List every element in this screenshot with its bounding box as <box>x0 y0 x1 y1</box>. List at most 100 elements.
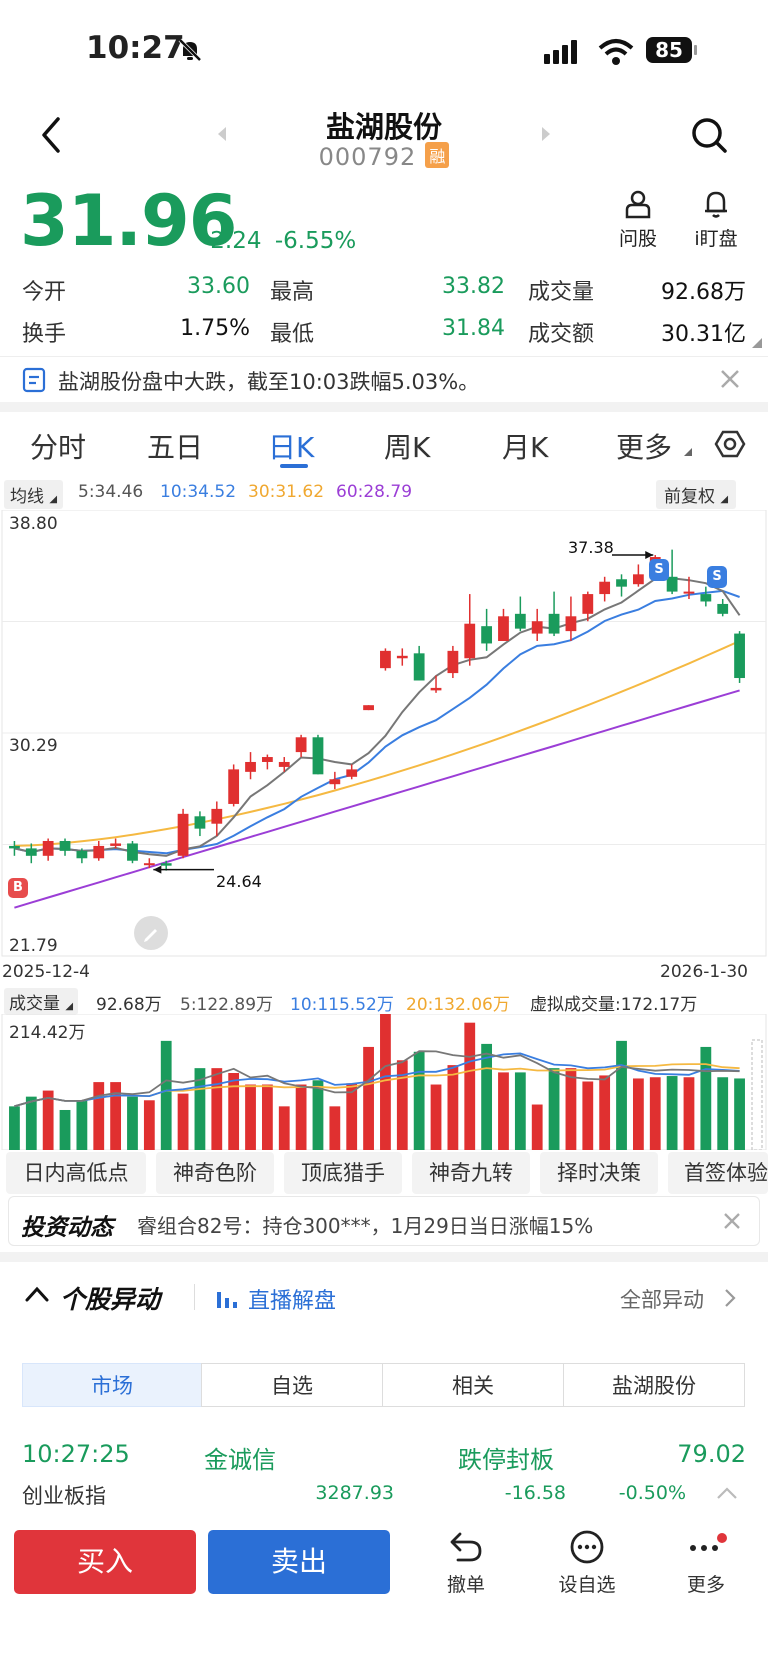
volume-bar <box>93 1082 105 1150</box>
low-marker-label: 24.64 <box>216 872 262 891</box>
indicator-tab-top-bottom[interactable]: 顶底猎手 <box>284 1152 402 1194</box>
back-icon[interactable] <box>36 115 66 155</box>
settings-icon[interactable] <box>714 428 746 460</box>
anomaly-time: 10:27:25 <box>22 1440 130 1468</box>
wifi-icon <box>598 39 634 65</box>
sell-button[interactable]: 卖出 <box>208 1530 390 1594</box>
volume-total: 92.68万 <box>96 995 162 1015</box>
collapse-chevron-icon[interactable] <box>24 1284 50 1304</box>
buy-button-label: 买入 <box>76 1545 133 1578</box>
candle-body <box>177 813 189 856</box>
ma60-value: 60:28.79 <box>336 482 413 502</box>
news-close-icon[interactable] <box>723 1212 741 1230</box>
close-icon[interactable] <box>720 369 740 389</box>
section-divider <box>0 402 768 412</box>
investment-news-bar[interactable]: 投资动态 睿组合82号：持仓300***，1月29日当日涨幅15% <box>8 1196 760 1246</box>
candle-body <box>700 594 712 602</box>
candle-body <box>228 769 240 804</box>
volume-bar <box>447 1065 459 1150</box>
volume-bar <box>380 1014 391 1150</box>
cancel-order-button[interactable]: 撤单 <box>436 1530 496 1597</box>
index-change-pct: -0.50% <box>618 1482 686 1504</box>
pencil-icon <box>144 929 157 942</box>
indicator-tab-timing[interactable]: 择时决策 <box>540 1152 658 1194</box>
volume-selector[interactable]: 成交量 ◢ <box>4 988 79 1015</box>
volume-chart[interactable] <box>0 1014 768 1150</box>
candle-body <box>143 863 155 866</box>
volume-value: 92.68万 <box>661 280 746 305</box>
status-time: 10:27 <box>86 30 185 66</box>
volume-bar <box>548 1068 560 1150</box>
buy-button[interactable]: 买入 <box>14 1530 196 1594</box>
volume-bar <box>194 1068 206 1150</box>
notice-bar[interactable]: 盐湖股份盘中大跌，截至10:03跌幅5.03%。 <box>0 356 768 403</box>
volume-bar <box>261 1084 273 1150</box>
index-ticker[interactable]: 创业板指 3287.93 -16.58 -0.50% <box>0 1476 768 1510</box>
notice-text: 盐湖股份盘中大跌，截至10:03跌幅5.03%。 <box>58 370 480 394</box>
volume-ma20-line <box>14 1063 740 1108</box>
buy-signal-label: B <box>13 880 23 895</box>
indicator-tab-intraday-highlow[interactable]: 日内高低点 <box>6 1152 146 1194</box>
volume-bar <box>42 1090 54 1150</box>
volume-bar <box>25 1096 37 1150</box>
y-axis-mid-label: 30.29 <box>9 736 58 756</box>
volume-bar <box>683 1077 695 1150</box>
anomaly-stock-name: 金诚信 <box>204 1446 276 1474</box>
dots-circle-icon <box>570 1530 604 1564</box>
tab-daily-k[interactable]: 日K <box>268 431 315 464</box>
candlestick-chart[interactable] <box>0 510 768 960</box>
candle-body <box>25 848 37 856</box>
candle-body <box>616 579 627 587</box>
all-anomalies-link[interactable]: 全部异动 <box>620 1288 704 1312</box>
ma30-value: 30:31.62 <box>248 482 325 502</box>
bottom-toolbar: 买入 卖出 撤单 设自选 更多 <box>0 1514 768 1667</box>
candle-body <box>599 581 611 595</box>
volume-bar <box>599 1075 611 1150</box>
volume-bar <box>565 1068 577 1150</box>
segment-market[interactable]: 市场 <box>22 1363 202 1407</box>
candle-body <box>312 737 324 775</box>
buy-signal-marker: B <box>8 878 28 898</box>
index-name: 创业板指 <box>22 1484 106 1508</box>
news-text: 睿组合82号：持仓300***，1月29日当日涨幅15% <box>137 1214 594 1238</box>
candle-body <box>548 613 560 634</box>
next-stock-icon[interactable] <box>540 126 552 142</box>
live-commentary-link[interactable]: 直播解盘 <box>248 1289 337 1314</box>
add-watchlist-button[interactable]: 设自选 <box>552 1530 622 1597</box>
x-axis-end-label: 2026-1-30 <box>660 962 748 982</box>
adjust-selector[interactable]: 前复权 ◢ <box>656 480 737 509</box>
more-button[interactable]: 更多 <box>676 1530 736 1597</box>
search-icon[interactable] <box>690 116 730 156</box>
indicator-tab-color-levels[interactable]: 神奇色阶 <box>156 1152 274 1194</box>
mute-bell-icon <box>178 38 202 62</box>
ask-stock-button[interactable]: 问股 <box>612 188 664 251</box>
prev-stock-icon[interactable] <box>216 126 228 142</box>
indicator-tab-trial[interactable]: 首签体验 <box>668 1152 768 1194</box>
candle-body <box>565 616 577 632</box>
watch-button[interactable]: i盯盘 <box>686 188 746 251</box>
battery-level: 85 <box>655 38 683 62</box>
ma-selector[interactable]: 均线 ◢ <box>4 480 64 509</box>
anomaly-row[interactable]: 10:27:25 金诚信 跌停封板 79.02 <box>0 1436 768 1476</box>
turnover-label: 换手 <box>22 322 67 347</box>
tab-monthly-k[interactable]: 月K <box>502 431 549 464</box>
y-axis-bottom-label: 21.79 <box>9 936 58 956</box>
turnover-value: 1.75% <box>180 316 250 341</box>
adjust-caret: ◢ <box>720 494 729 505</box>
vertical-divider <box>194 1284 195 1310</box>
indicator-tab-nine-turn[interactable]: 神奇九转 <box>412 1152 530 1194</box>
expand-corner-icon[interactable] <box>752 338 762 348</box>
draw-tool-button[interactable] <box>134 916 168 950</box>
tab-intraday[interactable]: 分时 <box>30 431 87 464</box>
tab-weekly-k[interactable]: 周K <box>384 431 431 464</box>
segment-this-stock[interactable]: 盐湖股份 <box>563 1363 745 1407</box>
segment-watchlist[interactable]: 自选 <box>201 1363 383 1407</box>
candle-body <box>531 621 543 634</box>
candle-body <box>396 655 408 659</box>
amount-value: 30.31亿 <box>661 322 746 347</box>
tab-more[interactable]: 更多 <box>616 431 673 464</box>
segment-related[interactable]: 相关 <box>382 1363 564 1407</box>
candle-body <box>127 843 138 861</box>
tab-five-day[interactable]: 五日 <box>147 431 204 464</box>
ma-selector-caret: ◢ <box>49 494 58 505</box>
